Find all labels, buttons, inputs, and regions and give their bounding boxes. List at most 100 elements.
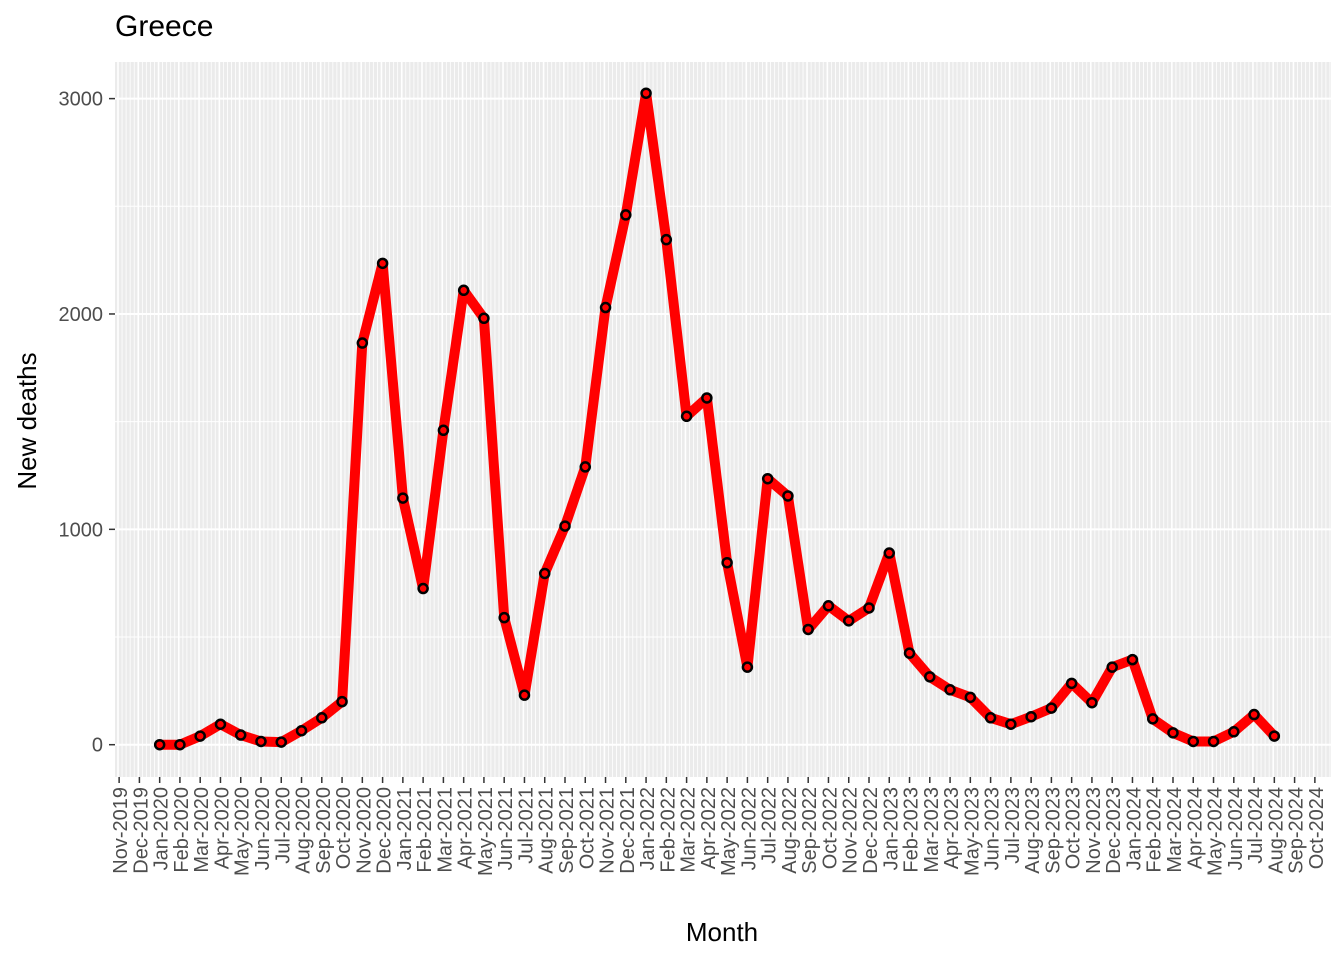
data-point <box>1106 661 1118 673</box>
data-point <box>984 712 997 724</box>
x-tick-label: Oct-2022 <box>819 787 841 869</box>
data-point <box>518 689 531 701</box>
data-point <box>680 410 693 423</box>
data-point <box>1187 735 1200 748</box>
x-tick-label: Jun-2023 <box>982 787 1004 870</box>
data-point <box>336 695 348 708</box>
data-point <box>295 724 308 737</box>
x-tick-label: Mar-2024 <box>1164 787 1186 873</box>
data-point <box>1167 727 1179 739</box>
x-tick-label: Apr-2023 <box>941 787 963 869</box>
data-point <box>701 392 713 404</box>
x-tick-label: Jul-2020 <box>272 787 294 864</box>
x-tick-label: Aug-2020 <box>293 787 315 874</box>
x-tick-label: Aug-2022 <box>779 787 801 874</box>
data-point <box>255 735 267 748</box>
x-tick-label: Jan-2024 <box>1123 787 1145 870</box>
y-tick-label: 3000 <box>59 89 104 111</box>
data-point <box>1025 710 1037 723</box>
x-tick-label: Oct-2020 <box>333 787 355 869</box>
data-point <box>417 582 429 595</box>
x-tick-label: May-2024 <box>1205 787 1227 876</box>
data-point <box>1086 696 1098 709</box>
x-tick-label: Aug-2021 <box>536 787 558 874</box>
data-point <box>478 312 490 325</box>
y-axis-title: New deaths <box>12 352 42 489</box>
y-tick-label: 2000 <box>59 304 104 326</box>
data-point <box>356 337 369 349</box>
data-point <box>174 738 186 751</box>
x-tick-label: Apr-2021 <box>455 787 477 869</box>
x-tick-label: Nov-2023 <box>1083 787 1105 874</box>
data-point <box>275 736 288 748</box>
data-point <box>802 623 814 636</box>
x-tick-label: Jul-2022 <box>759 787 781 864</box>
x-tick-label: Sep-2023 <box>1042 787 1064 874</box>
data-point <box>822 600 835 612</box>
x-tick-label: May-2021 <box>475 787 497 876</box>
x-tick-label: May-2023 <box>961 787 983 876</box>
x-tick-label: Feb-2022 <box>657 787 679 873</box>
x-tick-label: Oct-2021 <box>576 787 598 869</box>
x-tick-label: Jan-2020 <box>151 787 173 870</box>
data-point <box>842 615 855 627</box>
x-tick-label: Jul-2021 <box>515 787 537 864</box>
x-tick-label: Aug-2024 <box>1265 787 1287 874</box>
y-tick-label: 1000 <box>59 519 104 541</box>
data-point <box>1126 653 1139 666</box>
data-point <box>761 472 774 485</box>
data-point <box>620 209 632 221</box>
data-point <box>660 233 673 246</box>
data-point <box>964 691 977 704</box>
x-tick-label: May-2022 <box>718 787 740 876</box>
data-point <box>559 520 571 532</box>
x-tick-label: Jan-2021 <box>394 787 416 870</box>
x-tick-label: Sep-2020 <box>313 787 335 874</box>
x-tick-label: Jan-2022 <box>637 787 659 870</box>
x-tick-label: Jun-2024 <box>1225 787 1247 870</box>
x-tick-label: Mar-2022 <box>678 787 700 873</box>
x-tick-label: Sep-2024 <box>1286 787 1308 874</box>
data-point <box>599 301 612 314</box>
x-tick-label: Apr-2024 <box>1184 787 1206 869</box>
data-point <box>1005 718 1017 730</box>
x-tick-label: Dec-2020 <box>374 787 396 874</box>
x-tick-label: Feb-2021 <box>414 787 436 873</box>
data-point <box>741 661 754 673</box>
x-tick-label: Oct-2024 <box>1306 787 1328 869</box>
data-point <box>1248 708 1260 721</box>
x-tick-label: May-2020 <box>232 787 254 876</box>
data-point <box>214 718 227 730</box>
data-point <box>1065 677 1078 690</box>
x-tick-label: Sep-2021 <box>556 787 578 874</box>
x-tick-label: Apr-2022 <box>698 787 720 869</box>
data-point <box>640 87 652 99</box>
x-tick-label: Dec-2021 <box>617 787 639 874</box>
plot-panel <box>115 62 1331 777</box>
data-point <box>1146 713 1159 725</box>
x-tick-label: Sep-2022 <box>799 787 821 874</box>
chart-title: Greece <box>115 10 214 43</box>
x-tick-label: Dec-2019 <box>130 787 152 874</box>
data-point <box>863 602 875 614</box>
x-tick-label: Mar-2020 <box>191 787 213 873</box>
x-tick-label: Jun-2022 <box>738 787 760 870</box>
x-tick-label: Feb-2020 <box>171 787 193 873</box>
data-point <box>579 461 592 473</box>
x-tick-label: Nov-2021 <box>597 787 619 874</box>
x-tick-label: Mar-2021 <box>434 787 456 873</box>
x-tick-label: Jun-2021 <box>495 787 517 870</box>
data-point <box>397 492 409 504</box>
data-point <box>782 490 794 502</box>
data-point <box>498 611 510 624</box>
data-point <box>538 567 551 580</box>
data-point <box>883 547 896 559</box>
data-point <box>194 730 206 742</box>
x-tick-label: Feb-2024 <box>1144 787 1166 873</box>
x-tick-label: Apr-2020 <box>211 787 233 869</box>
data-point <box>437 424 450 437</box>
x-tick-label: Nov-2020 <box>353 787 375 874</box>
x-tick-label: Dec-2023 <box>1103 787 1125 874</box>
